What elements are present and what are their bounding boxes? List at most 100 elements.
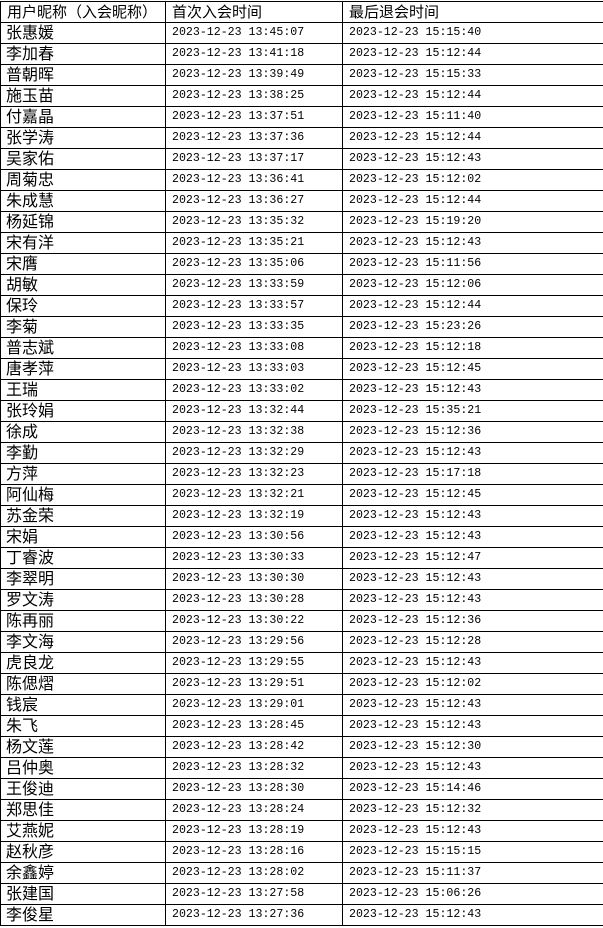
cell-first-join-time: 2023-12-23 13:39:49 (165, 64, 343, 86)
table-row: 李俊星 2023-12-23 13:27:36 2023-12-23 15:12:4… (0, 904, 603, 926)
cell-nickname: 宋有洋 (0, 232, 166, 254)
cell-last-leave-time: 2023-12-23 15:19:20 (342, 211, 603, 233)
table-row: 方萍 2023-12-23 13:32:23 2023-12-23 15:17:18 (0, 463, 603, 485)
cell-first-join-time: 2023-12-23 13:33:02 (165, 379, 343, 401)
cell-last-leave-time: 2023-12-23 15:12:44 (342, 295, 603, 317)
cell-last-leave-time: 2023-12-23 15:12:43 (342, 442, 603, 464)
cell-last-leave-time: 2023-12-23 15:14:46 (342, 778, 603, 800)
cell-nickname: 吴家佑 (0, 148, 166, 170)
cell-first-join-time: 2023-12-23 13:35:32 (165, 211, 343, 233)
cell-nickname: 保玲 (0, 295, 166, 317)
table-row: 张惠媛 2023-12-23 13:45:07 2023-12-23 15:15:4… (0, 22, 603, 44)
cell-last-leave-time: 2023-12-23 15:12:18 (342, 337, 603, 359)
header-first-join-time: 首次入会时间 (165, 1, 343, 23)
table-row: 苏金荣 2023-12-23 13:32:19 2023-12-23 15:12:4… (0, 505, 603, 527)
cell-last-leave-time: 2023-12-23 15:12:43 (342, 232, 603, 254)
cell-last-leave-time: 2023-12-23 15:12:32 (342, 799, 603, 821)
cell-nickname: 杨延锦 (0, 211, 166, 233)
table-row: 吴家佑 2023-12-23 13:37:17 2023-12-23 15:12:4… (0, 148, 603, 170)
cell-last-leave-time: 2023-12-23 15:12:43 (342, 757, 603, 779)
cell-nickname: 张建国 (0, 883, 166, 905)
cell-first-join-time: 2023-12-23 13:28:42 (165, 736, 343, 758)
cell-nickname: 陈偲熠 (0, 673, 166, 695)
cell-first-join-time: 2023-12-23 13:35:06 (165, 253, 343, 275)
cell-first-join-time: 2023-12-23 13:32:23 (165, 463, 343, 485)
cell-first-join-time: 2023-12-23 13:28:32 (165, 757, 343, 779)
table-row: 余鑫婷 2023-12-23 13:28:02 2023-12-23 15:11:3… (0, 862, 603, 884)
cell-last-leave-time: 2023-12-23 15:12:06 (342, 274, 603, 296)
cell-nickname: 李俊星 (0, 904, 166, 926)
cell-nickname: 付嘉晶 (0, 106, 166, 128)
cell-nickname: 丁睿波 (0, 547, 166, 569)
table-row: 李加春 2023-12-23 13:41:18 2023-12-23 15:12:4… (0, 43, 603, 65)
cell-last-leave-time: 2023-12-23 15:11:56 (342, 253, 603, 275)
table-row: 施玉苗 2023-12-23 13:38:25 2023-12-23 15:12:4… (0, 85, 603, 107)
cell-last-leave-time: 2023-12-23 15:12:43 (342, 148, 603, 170)
cell-first-join-time: 2023-12-23 13:36:27 (165, 190, 343, 212)
cell-nickname: 李文海 (0, 631, 166, 653)
cell-nickname: 施玉苗 (0, 85, 166, 107)
table-row: 宋有洋 2023-12-23 13:35:21 2023-12-23 15:12:4… (0, 232, 603, 254)
table-row: 王瑞 2023-12-23 13:33:02 2023-12-23 15:12:43 (0, 379, 603, 401)
cell-nickname: 李勤 (0, 442, 166, 464)
cell-nickname: 方萍 (0, 463, 166, 485)
cell-nickname: 艾燕妮 (0, 820, 166, 842)
cell-last-leave-time: 2023-12-23 15:17:18 (342, 463, 603, 485)
cell-last-leave-time: 2023-12-23 15:12:43 (342, 568, 603, 590)
cell-first-join-time: 2023-12-23 13:33:57 (165, 295, 343, 317)
table-row: 陈再丽 2023-12-23 13:30:22 2023-12-23 15:12:3… (0, 610, 603, 632)
cell-last-leave-time: 2023-12-23 15:15:40 (342, 22, 603, 44)
cell-first-join-time: 2023-12-23 13:29:01 (165, 694, 343, 716)
cell-last-leave-time: 2023-12-23 15:12:47 (342, 547, 603, 569)
cell-first-join-time: 2023-12-23 13:33:03 (165, 358, 343, 380)
cell-nickname: 朱成慧 (0, 190, 166, 212)
cell-nickname: 杨文莲 (0, 736, 166, 758)
cell-first-join-time: 2023-12-23 13:30:56 (165, 526, 343, 548)
cell-last-leave-time: 2023-12-23 15:12:43 (342, 589, 603, 611)
cell-first-join-time: 2023-12-23 13:30:30 (165, 568, 343, 590)
table-row: 李翠明 2023-12-23 13:30:30 2023-12-23 15:12:4… (0, 568, 603, 590)
table-row: 杨文莲 2023-12-23 13:28:42 2023-12-23 15:12:3… (0, 736, 603, 758)
cell-first-join-time: 2023-12-23 13:29:56 (165, 631, 343, 653)
cell-last-leave-time: 2023-12-23 15:12:43 (342, 904, 603, 926)
cell-nickname: 吕仲奥 (0, 757, 166, 779)
table-row: 李文海 2023-12-23 13:29:56 2023-12-23 15:12:2… (0, 631, 603, 653)
cell-first-join-time: 2023-12-23 13:29:55 (165, 652, 343, 674)
cell-nickname: 阿仙梅 (0, 484, 166, 506)
cell-first-join-time: 2023-12-23 13:33:59 (165, 274, 343, 296)
cell-last-leave-time: 2023-12-23 15:12:43 (342, 694, 603, 716)
table-row: 宋膺 2023-12-23 13:35:06 2023-12-23 15:11:56 (0, 253, 603, 275)
table-row: 罗文涛 2023-12-23 13:30:28 2023-12-23 15:12:4… (0, 589, 603, 611)
table-row: 付嘉晶 2023-12-23 13:37:51 2023-12-23 15:11:4… (0, 106, 603, 128)
cell-last-leave-time: 2023-12-23 15:15:15 (342, 841, 603, 863)
table-row: 艾燕妮 2023-12-23 13:28:19 2023-12-23 15:12:4… (0, 820, 603, 842)
cell-first-join-time: 2023-12-23 13:32:44 (165, 400, 343, 422)
cell-last-leave-time: 2023-12-23 15:12:45 (342, 358, 603, 380)
cell-first-join-time: 2023-12-23 13:45:07 (165, 22, 343, 44)
cell-nickname: 郑思佳 (0, 799, 166, 821)
cell-first-join-time: 2023-12-23 13:38:25 (165, 85, 343, 107)
cell-nickname: 宋膺 (0, 253, 166, 275)
cell-last-leave-time: 2023-12-23 15:12:43 (342, 505, 603, 527)
cell-nickname: 普朝晖 (0, 64, 166, 86)
cell-last-leave-time: 2023-12-23 15:12:02 (342, 169, 603, 191)
cell-first-join-time: 2023-12-23 13:33:35 (165, 316, 343, 338)
cell-nickname: 张玲娟 (0, 400, 166, 422)
cell-nickname: 钱宸 (0, 694, 166, 716)
cell-last-leave-time: 2023-12-23 15:12:44 (342, 127, 603, 149)
table-row: 张学涛 2023-12-23 13:37:36 2023-12-23 15:12:4… (0, 127, 603, 149)
cell-nickname: 朱飞 (0, 715, 166, 737)
table-row: 虎良龙 2023-12-23 13:29:55 2023-12-23 15:12:4… (0, 652, 603, 674)
cell-first-join-time: 2023-12-23 13:37:36 (165, 127, 343, 149)
cell-last-leave-time: 2023-12-23 15:12:28 (342, 631, 603, 653)
table-row: 陈偲熠 2023-12-23 13:29:51 2023-12-23 15:12:0… (0, 673, 603, 695)
cell-first-join-time: 2023-12-23 13:27:36 (165, 904, 343, 926)
cell-last-leave-time: 2023-12-23 15:12:43 (342, 652, 603, 674)
cell-nickname: 唐孝萍 (0, 358, 166, 380)
cell-last-leave-time: 2023-12-23 15:12:30 (342, 736, 603, 758)
header-row: 用户昵称（入会昵称） 首次入会时间 最后退会时间 (0, 1, 603, 23)
cell-nickname: 赵秋彦 (0, 841, 166, 863)
cell-last-leave-time: 2023-12-23 15:12:43 (342, 526, 603, 548)
cell-last-leave-time: 2023-12-23 15:12:43 (342, 820, 603, 842)
